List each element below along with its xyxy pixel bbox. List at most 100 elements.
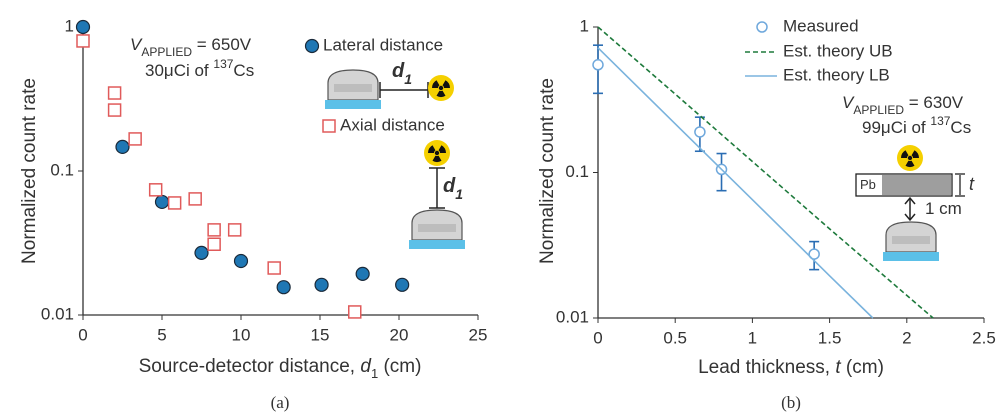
x-tick-label: 10	[232, 325, 251, 344]
legend-label: Axial distance	[340, 115, 445, 134]
x-axis-label-part: Source-detector distance,	[139, 356, 361, 377]
y-tick-label: 0.1	[565, 162, 589, 181]
data-point	[267, 261, 281, 275]
legend-marker	[756, 21, 768, 33]
annotation-part: Cs	[233, 61, 254, 80]
legend-marker	[322, 119, 336, 133]
lead-slab-fill	[882, 175, 951, 195]
x-tick-label: 15	[311, 325, 330, 344]
annotation: d1	[443, 175, 463, 201]
x-tick-label: 2.5	[972, 328, 996, 347]
annotation-part: d	[443, 175, 456, 197]
annotation-part: 30μCi of	[145, 61, 213, 80]
y-axis-label: Normalized count rate	[537, 78, 558, 264]
data-point	[227, 223, 242, 237]
x-axis-label: Lead thickness, t (cm)	[698, 357, 884, 378]
data-point	[194, 245, 209, 260]
caption: (b)	[781, 393, 801, 412]
annotation-part: APPLIED	[141, 45, 192, 59]
data-point	[107, 103, 122, 117]
data-point	[694, 126, 706, 138]
x-tick-label: 1	[748, 328, 757, 347]
data-point	[115, 139, 130, 155]
gap-arrow	[904, 196, 916, 222]
annotation: 30μCi of 137Cs	[145, 57, 254, 80]
y-tick-label: 1	[580, 16, 589, 35]
annotation: 99μCi of 137Cs	[862, 114, 971, 137]
x-tick-label: 2	[902, 328, 911, 347]
data-point	[314, 277, 329, 292]
data-point	[233, 253, 249, 269]
x-tick-label: 0	[78, 325, 87, 344]
x-tick-label: 20	[390, 325, 409, 344]
annotation-part: 137	[213, 57, 233, 71]
annotation-part: = 630V	[904, 93, 964, 112]
caption: (a)	[271, 393, 290, 412]
series-line	[597, 47, 874, 319]
data-point	[107, 86, 122, 100]
annotation: VAPPLIED = 650V	[130, 35, 252, 59]
data-point	[808, 248, 820, 260]
data-point	[154, 194, 170, 210]
x-axis-label-part: (cm)	[841, 357, 884, 378]
annotation-part: 1 cm	[925, 199, 962, 218]
annotation: t	[969, 174, 975, 194]
legend-marker	[304, 38, 320, 54]
data-point	[348, 305, 362, 319]
x-tick-label: 25	[469, 325, 488, 344]
x-tick-label: 1.5	[818, 328, 842, 347]
x-axis-label-part: t	[835, 357, 841, 378]
x-axis-label-part: 1	[371, 366, 378, 381]
y-tick-label: 0.01	[41, 304, 74, 323]
annotation: VAPPLIED = 630V	[842, 93, 964, 117]
data-point	[207, 237, 221, 251]
data-point	[167, 196, 182, 210]
y-tick-label: 0.01	[556, 307, 589, 326]
detector-icon	[882, 221, 940, 262]
y-axis-label: Normalized count rate	[19, 78, 40, 264]
annotation-part: APPLIED	[853, 103, 904, 117]
annotation-part: 1	[404, 71, 412, 87]
annotation-part: = 650V	[192, 35, 252, 54]
data-point	[76, 34, 90, 48]
detector-icon	[324, 69, 382, 110]
annotation-part: Pb	[860, 177, 876, 192]
x-tick-label: 0	[593, 328, 602, 347]
annotation-part: 99μCi of	[862, 118, 930, 137]
annotation: 1 cm	[925, 199, 962, 218]
data-point	[128, 132, 142, 146]
annotation-part: V	[130, 35, 143, 54]
x-axis-label-part: d	[360, 356, 372, 377]
x-axis-label: Source-detector distance, d1 (cm)	[139, 356, 422, 381]
legend-label: Est. theory UB	[783, 41, 893, 60]
data-point	[75, 19, 91, 35]
data-point	[355, 266, 370, 281]
x-tick-label: 0.5	[663, 328, 687, 347]
annotation-part: 137	[930, 114, 950, 128]
data-point	[276, 280, 291, 295]
radiation-icon	[428, 75, 454, 101]
annotation-part: d	[392, 60, 405, 82]
y-tick-label: 0.1	[50, 160, 74, 179]
annotation: Pb	[860, 177, 876, 192]
x-axis-label-part: Lead thickness,	[698, 357, 835, 378]
annotation: d1	[392, 60, 412, 86]
x-tick-label: 5	[157, 325, 166, 344]
annotation-part: t	[969, 174, 975, 194]
annotation-part: 1	[455, 186, 463, 202]
y-tick-label: 1	[65, 16, 74, 35]
annotation-part: V	[842, 93, 855, 112]
data-point	[592, 59, 604, 71]
legend-label: Est. theory LB	[783, 65, 890, 84]
legend-label: Lateral distance	[323, 35, 443, 54]
legend-label: Measured	[783, 16, 859, 35]
data-point	[207, 223, 221, 237]
annotation-part: Cs	[950, 118, 971, 137]
detector-icon	[408, 209, 466, 250]
x-axis-label-part: (cm)	[378, 356, 421, 377]
data-point	[148, 183, 163, 197]
radiation-icon	[424, 140, 450, 166]
data-point	[188, 192, 202, 206]
